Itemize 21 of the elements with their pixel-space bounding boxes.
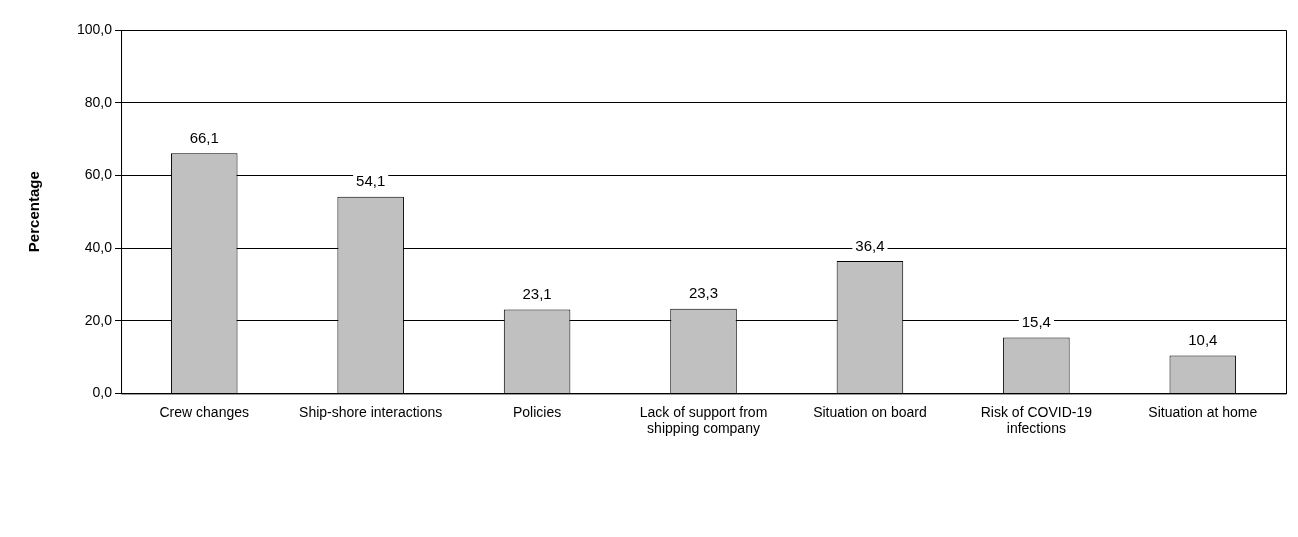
y-tick-label: 20,0 bbox=[84, 311, 113, 328]
data-label: 15,4 bbox=[1021, 313, 1051, 331]
x-tick-label: Lack of support from shipping company bbox=[639, 403, 768, 437]
x-tick-label: Ship-shore interactions bbox=[299, 403, 443, 420]
x-tick-label: Crew changes bbox=[159, 403, 249, 420]
y-tick-label: 100,0 bbox=[76, 20, 113, 37]
x-tick-label: Policies bbox=[512, 403, 562, 420]
data-label: 23,1 bbox=[522, 285, 552, 303]
x-tick-label: Risk of COVID-19 infections bbox=[980, 403, 1093, 437]
y-tick-label: 60,0 bbox=[84, 166, 113, 183]
data-label: 54,1 bbox=[356, 172, 386, 190]
data-label: 10,4 bbox=[1188, 331, 1218, 349]
data-label: 66,1 bbox=[189, 128, 219, 146]
data-label: 23,3 bbox=[688, 284, 719, 302]
x-tick-label: Situation on board bbox=[813, 403, 927, 420]
y-axis-title: Percentage bbox=[25, 171, 43, 253]
data-label: 36,4 bbox=[855, 236, 885, 254]
y-tick-label: 0,0 bbox=[92, 384, 113, 401]
x-tick-label: Situation at home bbox=[1148, 403, 1258, 420]
y-tick-label: 40,0 bbox=[84, 238, 113, 255]
y-tick-label: 80,0 bbox=[84, 93, 113, 110]
